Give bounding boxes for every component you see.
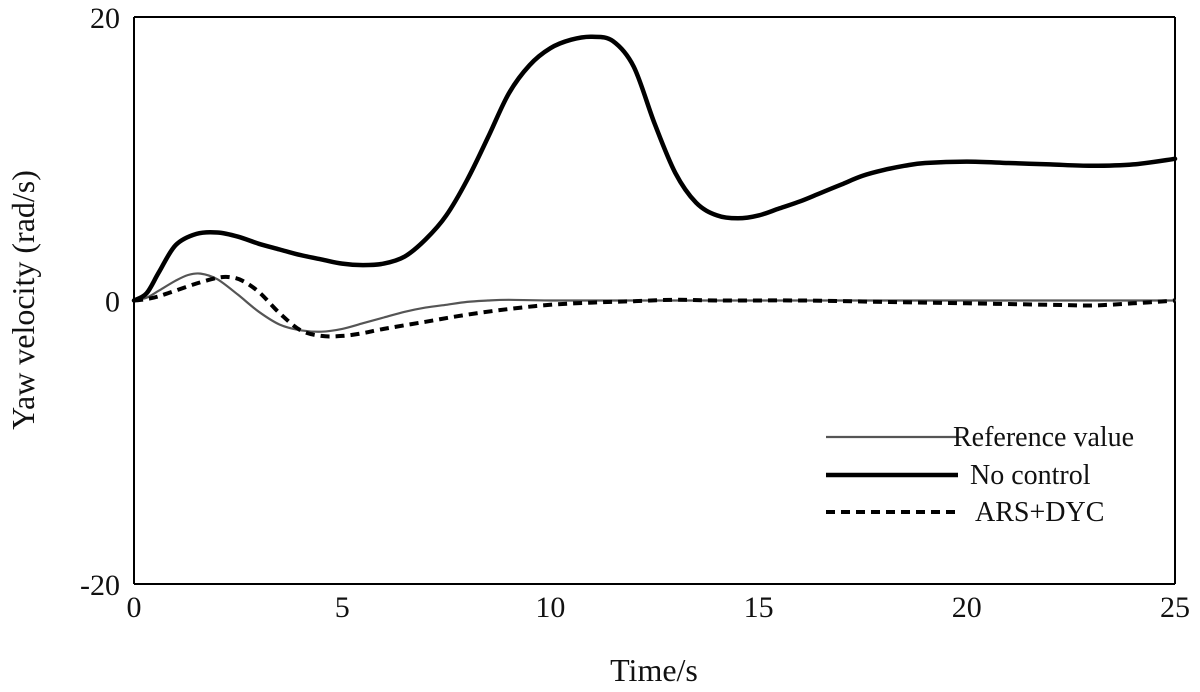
x-tick-label: 5 [335, 591, 350, 624]
legend-label-reference-value: Reference value [953, 422, 1134, 453]
x-tick-label: 10 [535, 591, 565, 624]
series-line-ars-dyc [133, 274, 1176, 339]
legend-label-ars-dyc: ARS+DYC [975, 497, 1104, 528]
y-axis-title: Yaw velocity (rad/s) [5, 170, 41, 430]
legend-label-no-control: No control [970, 460, 1091, 491]
series-group [131, 34, 1178, 339]
x-tick-label: 15 [744, 591, 774, 624]
x-tick-label: 20 [952, 591, 982, 624]
x-tick-labels: 0 5 10 15 20 25 [127, 591, 1191, 624]
x-tick-label: 25 [1160, 591, 1190, 624]
y-tick-label: -20 [80, 569, 120, 602]
series-line-no-control [131, 34, 1178, 303]
x-tick-label: 0 [127, 591, 142, 624]
legend: Reference value No control ARS+DYC [826, 422, 1134, 528]
y-tick-label: 20 [90, 2, 120, 35]
y-tick-label: 0 [105, 286, 120, 319]
y-tick-labels: -20 0 20 [80, 2, 120, 602]
x-axis-title: Time/s [610, 652, 698, 688]
